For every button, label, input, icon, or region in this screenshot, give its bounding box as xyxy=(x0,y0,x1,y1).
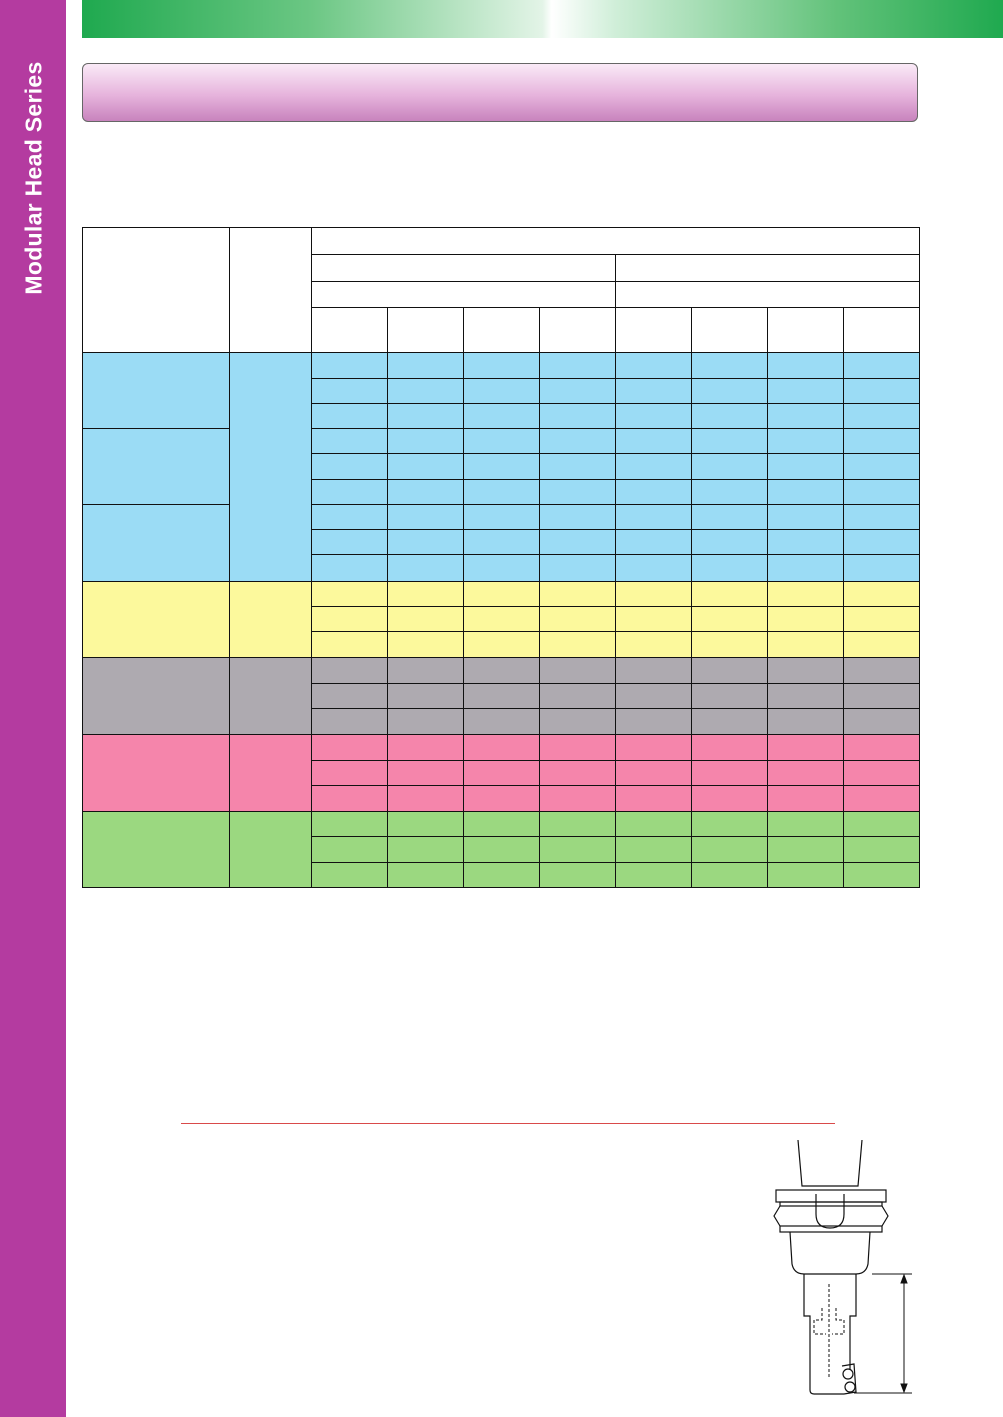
group-label-cell xyxy=(82,352,230,430)
header-cell xyxy=(615,306,692,354)
table-row xyxy=(82,352,920,582)
table-row xyxy=(83,554,920,582)
table-row xyxy=(83,861,920,889)
section-rule xyxy=(181,1123,835,1124)
header-cell xyxy=(539,306,616,354)
table-row xyxy=(83,707,920,736)
table-row xyxy=(82,811,920,888)
group-label-cell xyxy=(82,580,230,659)
table-row xyxy=(82,657,920,736)
table-row xyxy=(82,580,920,659)
header-cell xyxy=(843,306,920,354)
table-row xyxy=(83,836,920,863)
table-row xyxy=(82,503,920,582)
table-row xyxy=(83,605,920,633)
header-banner xyxy=(82,63,918,122)
table-row xyxy=(82,734,920,813)
header-cell xyxy=(767,306,844,354)
table-row xyxy=(83,402,920,430)
table-row xyxy=(83,478,920,505)
table-row xyxy=(83,377,920,404)
group-label-cell xyxy=(82,428,230,505)
header-row xyxy=(83,306,920,354)
top-band xyxy=(82,0,1003,38)
spec-table xyxy=(82,226,920,889)
group-code-cell xyxy=(229,352,312,582)
header-cell xyxy=(311,280,616,308)
header-cell xyxy=(615,254,920,282)
header-row xyxy=(83,280,920,308)
header-cell xyxy=(311,306,388,354)
group-code-cell xyxy=(229,657,312,736)
group-label-cell xyxy=(82,503,230,582)
group-label-cell xyxy=(82,734,230,813)
header-row xyxy=(82,226,920,354)
header-cell xyxy=(387,306,464,354)
header-cell xyxy=(311,226,920,256)
table-row xyxy=(83,631,920,659)
side-title: Modular Head Series xyxy=(20,61,47,295)
table-row xyxy=(83,682,920,710)
group-code-cell xyxy=(229,811,312,888)
table-row xyxy=(83,529,920,556)
group-label-cell xyxy=(82,657,230,736)
group-code-cell xyxy=(229,580,312,659)
side-bar: Modular Head Series xyxy=(0,0,66,1417)
table-row xyxy=(83,759,920,786)
group-code-cell xyxy=(229,734,312,813)
group-label-cell xyxy=(82,811,230,888)
header-cell xyxy=(463,306,540,354)
header-cell xyxy=(615,280,920,308)
table-row xyxy=(82,428,920,505)
header-cell xyxy=(311,254,616,282)
tool-holder-icon xyxy=(773,1139,912,1395)
header-cell xyxy=(229,226,312,354)
table-row xyxy=(83,784,920,813)
header-cell xyxy=(82,226,230,354)
header-cell xyxy=(691,306,768,354)
